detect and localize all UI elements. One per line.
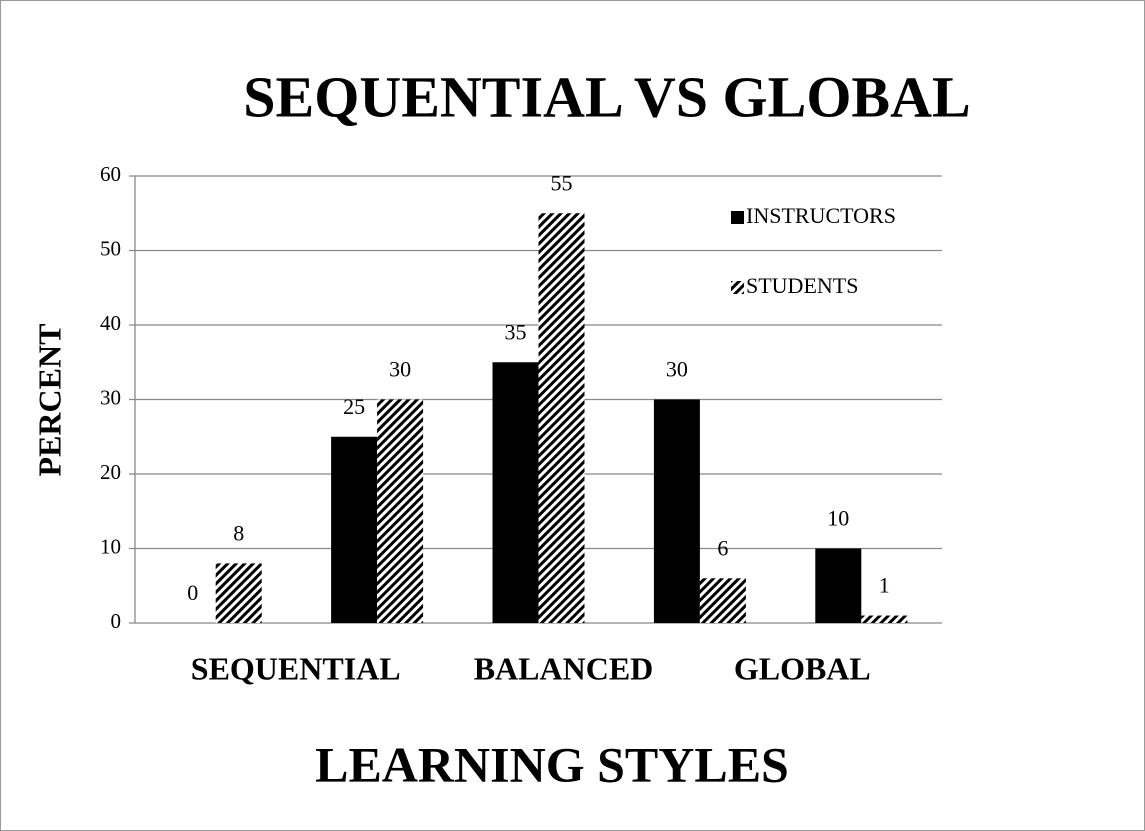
bar [492,362,539,623]
bar [377,399,424,623]
legend-label: INSTRUCTORS [746,203,896,228]
bar [861,615,908,623]
data-label: 1 [879,573,890,598]
bar [215,563,262,623]
data-label: 8 [233,520,244,545]
data-label: 10 [827,506,849,531]
y-tick-label: 40 [100,311,121,335]
y-tick-label: 60 [100,162,121,186]
bar [538,213,585,623]
bar [653,399,700,623]
x-tick-label: GLOBAL [734,650,871,686]
legend-swatch [731,281,744,294]
data-label: 6 [717,535,728,560]
bar [815,548,862,623]
bar [331,436,378,623]
y-tick-label: 20 [100,460,121,484]
data-label: 30 [666,357,688,382]
chart-title: SEQUENTIAL VS GLOBAL [243,64,970,129]
data-label: 35 [505,319,527,344]
x-tick-label: BALANCED [474,650,654,686]
y-tick-label: 30 [100,385,121,409]
legend-swatch [731,211,744,224]
data-label: 0 [187,580,198,605]
y-tick-label: 10 [100,534,121,558]
x-tick-label: SEQUENTIAL [191,650,401,686]
data-label: 55 [551,170,573,195]
x-axis-title: LEARNING STYLES [315,736,789,792]
legend-label: STUDENTS [746,273,858,298]
y-tick-label: 50 [100,236,121,260]
y-axis-title: PERCENT [31,324,67,477]
data-label: 25 [343,394,365,419]
bar [699,578,746,623]
data-label: 30 [389,357,411,382]
y-tick-label: 0 [111,609,122,633]
